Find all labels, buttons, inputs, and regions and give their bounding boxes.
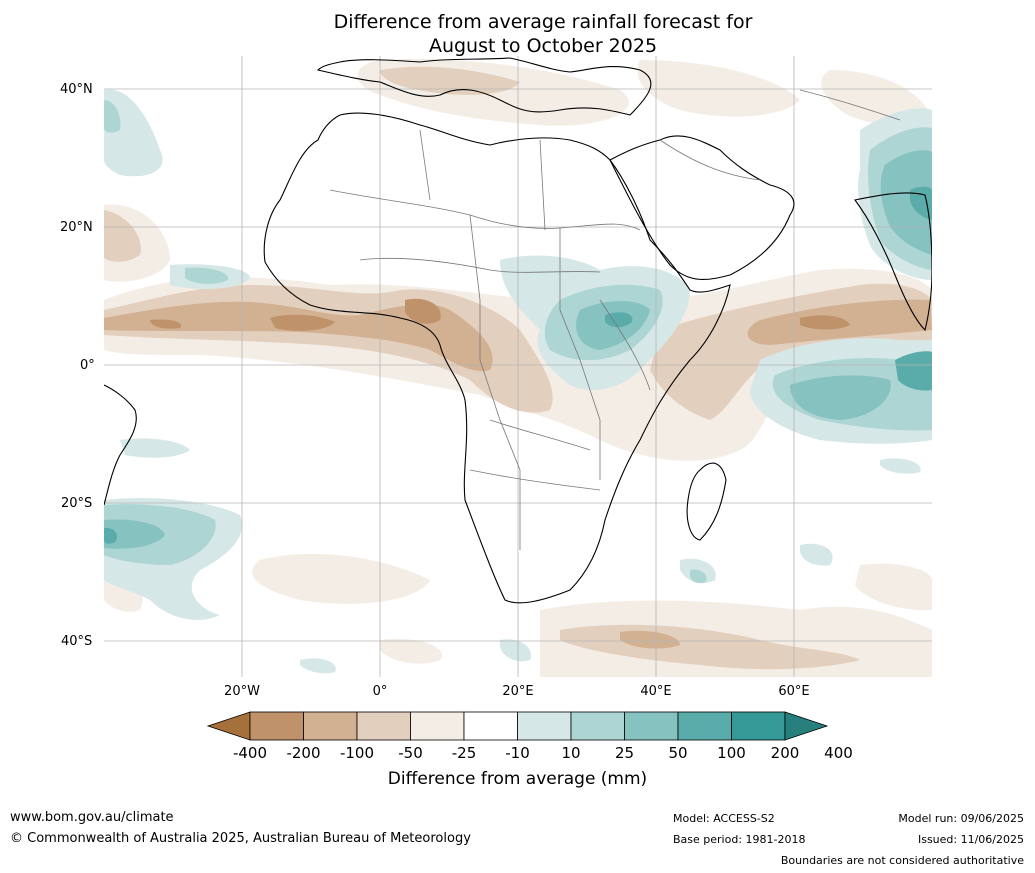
colorbar xyxy=(206,711,829,741)
colorbar-tick-label: 50 xyxy=(668,744,688,762)
title-line-2: August to October 2025 xyxy=(428,35,658,57)
colorbar-high-arrow xyxy=(784,711,829,741)
colorbar-tick-label: 400 xyxy=(824,744,853,762)
colorbar-tick-label: -100 xyxy=(339,744,375,762)
colorbar-tick-label: 10 xyxy=(561,744,581,762)
lon-label-60e: 60°E xyxy=(778,684,810,699)
lat-label-40s: 40°S xyxy=(61,634,93,649)
arabia-coastline xyxy=(609,135,795,281)
colorbar-box xyxy=(731,711,786,741)
colorbar-box xyxy=(677,711,732,741)
footer-disclaimer: Boundaries are not considered authoritat… xyxy=(780,854,1024,867)
footer-model-run: Model run: 09/06/2025 xyxy=(898,812,1024,825)
coastlines xyxy=(104,57,932,604)
colorbar-box xyxy=(410,711,465,741)
colorbar-box xyxy=(303,711,358,741)
lon-label-20w: 20°W xyxy=(224,684,260,699)
south-america-coastline xyxy=(104,384,137,506)
footer-model: Model: ACCESS-S2 xyxy=(673,812,775,825)
footer-base-period: Base period: 1981-2018 xyxy=(673,833,806,846)
colorbar-tick-label: -200 xyxy=(286,744,321,762)
country-borders xyxy=(329,89,901,550)
lon-label-0: 0° xyxy=(372,684,388,699)
footer-issued: Issued: 11/06/2025 xyxy=(917,833,1024,846)
footer-copyright: © Commonwealth of Australia 2025, Austra… xyxy=(10,831,471,846)
lon-label-40e: 40°E xyxy=(640,684,672,699)
colorbar-tick-label: 100 xyxy=(717,744,746,762)
anomaly-dark-teal xyxy=(104,186,932,544)
colorbar-tick-label: 25 xyxy=(614,744,635,762)
map-plot-area xyxy=(104,56,932,677)
title-line-1: Difference from average rainfall forecas… xyxy=(333,11,753,33)
colorbar-box xyxy=(356,711,411,741)
colorbar-box xyxy=(517,711,572,741)
anomaly-darkest-brown xyxy=(150,298,850,331)
colorbar-tick-label: -50 xyxy=(398,744,423,762)
colorbar-box xyxy=(463,711,518,741)
europe-coastline xyxy=(316,57,652,116)
footer-website: www.bom.gov.au/climate xyxy=(10,810,174,825)
colorbar-low-arrow xyxy=(206,711,251,741)
africa-coastline xyxy=(263,112,731,604)
lat-label-20n: 20°N xyxy=(60,220,93,235)
lat-label-20s: 20°S xyxy=(61,496,93,511)
map-title: Difference from average rainfall forecas… xyxy=(0,10,1035,58)
colorbar-tick-label: -400 xyxy=(232,744,268,762)
india-coastline xyxy=(854,192,932,332)
lat-label-0: 0° xyxy=(80,358,95,373)
colorbar-title: Difference from average (mm) xyxy=(387,769,648,789)
colorbar-box xyxy=(624,711,679,741)
colorbar-tick-label: 200 xyxy=(770,744,800,762)
lon-label-20e: 20°E xyxy=(502,684,534,699)
graticule xyxy=(104,56,932,677)
colorbar-boxes xyxy=(249,711,786,741)
colorbar-tick-label: -10 xyxy=(505,744,530,762)
colorbar-tick-label: -25 xyxy=(451,744,477,762)
lat-label-40n: 40°N xyxy=(60,82,93,97)
madagascar-coastline xyxy=(686,462,727,541)
colorbar-box xyxy=(570,711,625,741)
colorbar-box xyxy=(249,711,304,741)
